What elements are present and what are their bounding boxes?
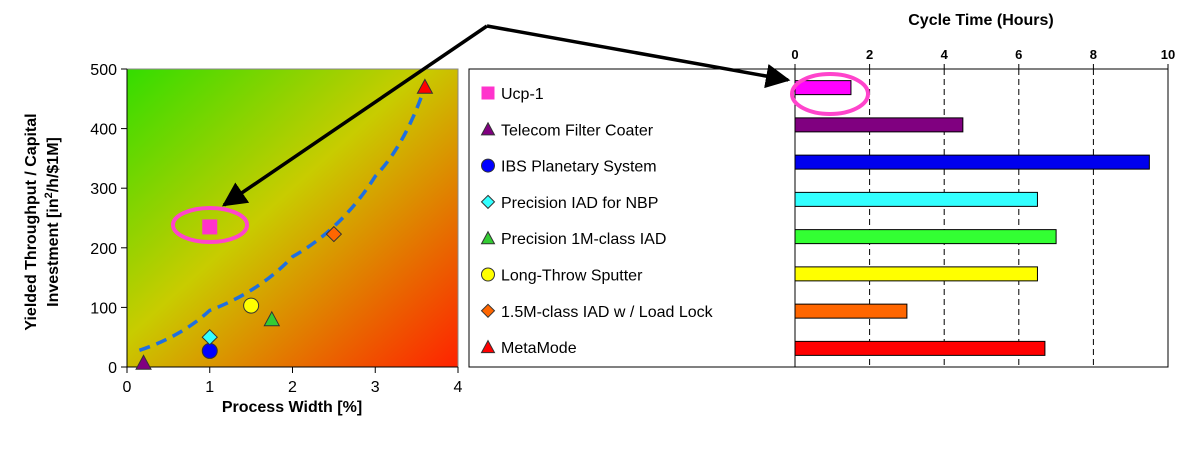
plot-background [127, 69, 458, 367]
scatter-points [135, 78, 434, 370]
y-axis-title-line1: Yielded Throughput / Capital [23, 113, 40, 330]
legend-item: Precision 1M-class IAD [480, 230, 666, 248]
bar-tick-label: 8 [1090, 47, 1097, 62]
legend-marker [481, 267, 495, 282]
scatter-point [263, 310, 281, 327]
bar [794, 191, 1038, 207]
scatter-plot: 0 100 200 300 400 500 0 1 2 3 4 Process Width [%]… [23, 62, 463, 416]
legend-marker [480, 194, 496, 210]
bar [794, 117, 964, 133]
bar-tick-label: 0 [791, 47, 798, 62]
bar-top-axis: 0 2 4 6 8 10 [791, 47, 1175, 69]
bar [794, 229, 1057, 245]
legend-marker [480, 339, 496, 354]
legend-item: Telecom Filter Coater [480, 121, 654, 139]
arrow-to-scatter-point [221, 24, 488, 207]
y-axis-title-line2: Investment [in2/h/$1M] [43, 137, 62, 307]
bar-tick-label: 10 [1161, 47, 1175, 62]
x-axis: 0 1 2 3 4 [123, 366, 463, 396]
legend-label: Long-Throw Sputter [501, 268, 643, 285]
scatter-point [325, 225, 343, 243]
x-tick-label: 1 [205, 379, 214, 396]
legend-item: Precision IAD for NBP [480, 194, 658, 212]
ucp1-bar-highlight-ellipse [790, 72, 870, 116]
legend-items: Ucp-1 Telecom Filter Coater IBS Planetary … [480, 86, 714, 357]
legend-item: Long-Throw Sputter [481, 267, 643, 285]
x-axis-title: Process Width [%] [222, 399, 362, 416]
trendline [138, 86, 427, 352]
bar-plot-frame [794, 68, 1169, 368]
x-tick-label: 4 [454, 379, 463, 396]
bar-tick-label: 4 [941, 47, 949, 62]
y-axis: 0 100 200 300 400 500 [90, 62, 128, 377]
legend-box [468, 68, 796, 368]
scatter-point [243, 297, 260, 314]
legend-label: IBS Planetary System [501, 159, 657, 176]
ucp1-highlight-ellipse [171, 206, 249, 244]
legend-label: 1.5M-class IAD w / Load Lock [501, 304, 714, 321]
legend-marker [481, 86, 495, 100]
legend-label: MetaMode [501, 340, 577, 357]
bar [794, 266, 1038, 282]
legend-marker [480, 303, 496, 319]
legend-label: Ucp-1 [501, 86, 544, 103]
bar-series [794, 80, 1150, 356]
y-axis-title-superscript: 2 [43, 192, 55, 198]
x-tick-label: 2 [288, 379, 297, 396]
scatter-point [202, 219, 218, 235]
scatter-point [201, 342, 218, 359]
y-tick-label: 300 [90, 181, 117, 198]
bar [794, 80, 852, 96]
bar-tick-label: 2 [866, 47, 873, 62]
y-tick-label: 200 [90, 241, 117, 258]
bar [794, 154, 1150, 170]
legend-marker [480, 230, 496, 245]
legend-marker [480, 121, 496, 136]
bar [794, 340, 1046, 356]
legend-item: Ucp-1 [481, 86, 544, 103]
legend-label: Precision 1M-class IAD [501, 231, 666, 248]
y-axis-title-line2-post: /h/$1M] [45, 137, 62, 192]
legend-item: IBS Planetary System [481, 158, 657, 176]
legend-label: Telecom Filter Coater [501, 122, 654, 139]
callout-arrows [221, 24, 791, 207]
legend-item: MetaMode [480, 339, 577, 357]
bar-chart-title: Cycle Time (Hours) [908, 12, 1054, 29]
legend-item: 1.5M-class IAD w / Load Lock [480, 303, 714, 321]
scatter-point [135, 354, 152, 370]
y-tick-label: 400 [90, 122, 117, 139]
x-tick-label: 3 [371, 379, 380, 396]
bar-chart: 0 2 4 6 8 10 Cycle Time (Hours) [790, 12, 1175, 368]
x-tick-label: 0 [123, 379, 132, 396]
bar [794, 303, 908, 319]
legend-label: Precision IAD for NBP [501, 195, 658, 212]
legend-marker [481, 158, 495, 173]
y-tick-label: 0 [108, 360, 117, 377]
scatter-point [201, 328, 218, 346]
trendline-path [138, 86, 427, 352]
y-tick-label: 100 [90, 300, 117, 317]
y-axis-title-line2-pre: Investment [in [45, 198, 62, 306]
arrow-to-bar [486, 24, 791, 89]
legend: Ucp-1 Telecom Filter Coater IBS Planetary … [468, 68, 796, 368]
scatter-point [416, 78, 434, 94]
y-tick-label: 500 [90, 62, 117, 79]
bar-tick-label: 6 [1015, 47, 1022, 62]
